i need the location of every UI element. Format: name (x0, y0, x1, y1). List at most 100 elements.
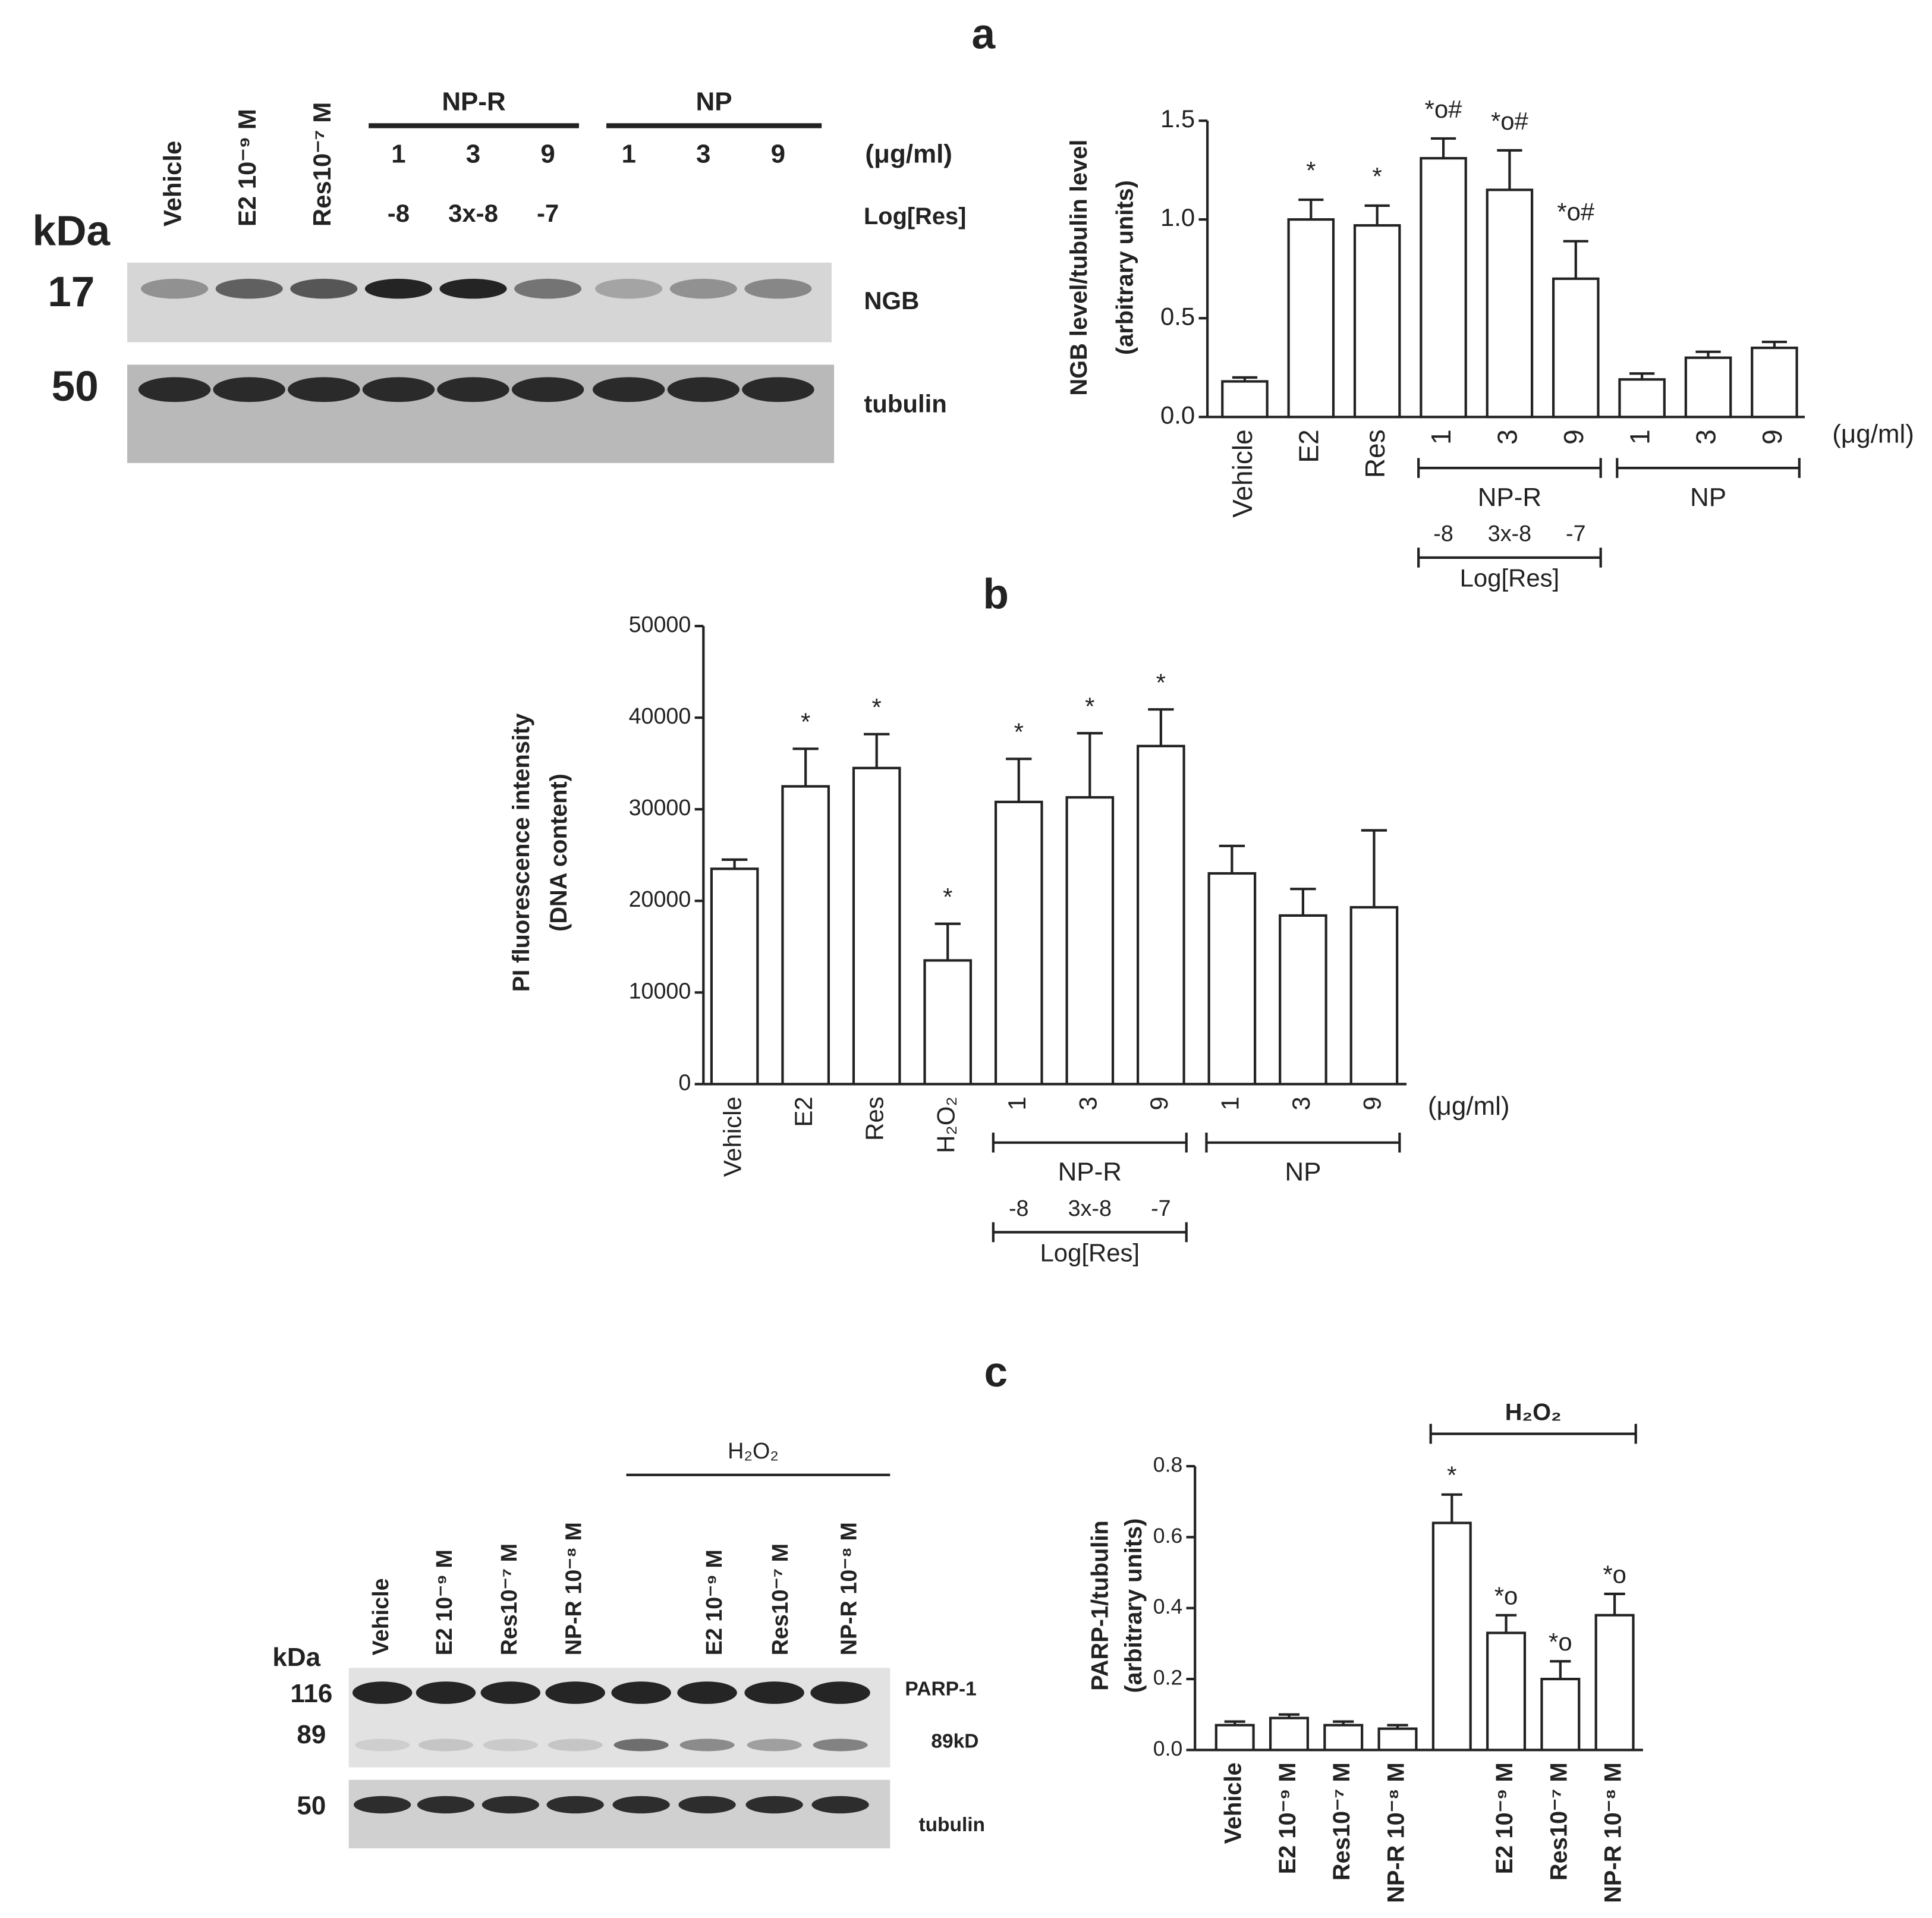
band (742, 377, 814, 403)
y-tick-label: 10000 (629, 978, 691, 1003)
log-title: Log[Res] (1460, 564, 1560, 592)
x-tick-label: 3 (1492, 429, 1523, 445)
y-tick-label: 0.4 (1153, 1595, 1182, 1618)
band (669, 278, 737, 299)
x-tick-label: Vehicle (1227, 429, 1258, 517)
bar (994, 800, 1043, 1086)
bracket (1616, 458, 1801, 478)
band-label: NGB (864, 287, 919, 315)
x-tick-label: 3 (1287, 1096, 1315, 1110)
bracket (1429, 1423, 1637, 1444)
blot-ngb (127, 262, 832, 342)
y-axis-label: (arbitrary units) (1112, 180, 1138, 355)
bracket (1417, 458, 1602, 478)
error-bar (1006, 757, 1032, 802)
band (418, 1738, 473, 1752)
lane-label: NP-R 10⁻⁸ M (561, 1522, 586, 1655)
error-bar (1604, 1592, 1625, 1615)
kda-label: kDa (272, 1643, 320, 1672)
significance-marker: * (872, 693, 882, 721)
band (364, 278, 432, 299)
bar (1353, 224, 1401, 419)
mw-label: 89 (297, 1720, 326, 1749)
band (288, 377, 360, 403)
band (480, 1681, 541, 1704)
x-tick-label: 1 (1624, 429, 1655, 445)
error-bar (1219, 844, 1245, 874)
bar (1420, 157, 1467, 419)
x-tick-label: Vehicle (719, 1096, 747, 1177)
band (592, 377, 665, 403)
x-tick-label: 9 (1358, 1096, 1386, 1110)
error-bar (1298, 198, 1324, 220)
bracket (992, 1222, 1188, 1243)
band (439, 278, 507, 299)
log-label: -8 (1009, 1196, 1029, 1221)
bar (1540, 1677, 1581, 1752)
bar (1486, 188, 1534, 419)
bar (1618, 378, 1666, 419)
band (612, 1796, 670, 1814)
band (811, 1796, 869, 1814)
x-tick-label: E2 (789, 1096, 817, 1127)
band (747, 1738, 802, 1752)
log-label: -7 (537, 199, 559, 227)
bar (1137, 744, 1185, 1086)
unit-label: (μg/ml) (1832, 419, 1914, 448)
bar (1684, 356, 1732, 419)
band (744, 1681, 804, 1704)
band (813, 1738, 868, 1752)
group-label: NP-R (1478, 483, 1541, 512)
error-bar (792, 747, 819, 787)
bar (1751, 346, 1798, 419)
x-tick-label: 1 (1216, 1096, 1244, 1110)
band (138, 377, 211, 403)
log-title: Log[Res] (1040, 1238, 1140, 1266)
group-label: NP (1285, 1158, 1321, 1187)
x-tick-label: NP-R 10⁻⁸ M (1383, 1762, 1409, 1903)
error-bar (1550, 1660, 1571, 1680)
mw-label: 116 (290, 1679, 332, 1708)
band (545, 1681, 605, 1704)
error-bar (934, 922, 961, 961)
log-label: -7 (1566, 521, 1586, 546)
dose-label: 1 (621, 139, 635, 168)
lane-label: Vehicle (159, 141, 187, 227)
bracket (992, 1133, 1188, 1153)
lane-label: E2 10⁻⁹ M (432, 1549, 457, 1655)
lane-label: E2 10⁻⁹ M (233, 109, 261, 227)
band (745, 1796, 803, 1814)
band (141, 278, 209, 299)
y-tick-label: 0.2 (1153, 1665, 1182, 1689)
lane-label: E2 10⁻⁹ M (701, 1549, 726, 1655)
significance-marker: *o# (1425, 95, 1463, 123)
log-label: 3x-8 (448, 199, 498, 227)
band-label: tubulin (918, 1814, 985, 1836)
band-label: PARP-1 (905, 1678, 976, 1700)
significance-marker: * (801, 708, 810, 736)
significance-marker: * (1156, 668, 1166, 696)
significance-marker: *o (1603, 1561, 1626, 1589)
band (677, 1681, 737, 1704)
y-tick-label: 0.6 (1153, 1524, 1182, 1548)
x-tick-label: E2 (1293, 429, 1324, 463)
band (595, 278, 663, 299)
band (417, 1796, 475, 1814)
mw-label: 50 (297, 1791, 326, 1820)
unit-label: (μg/ml) (865, 139, 952, 168)
unit-label: (μg/ml) (1428, 1092, 1510, 1121)
group-label: H₂O₂ (1505, 1400, 1562, 1426)
y-axis-label: (arbitrary units) (1121, 1518, 1147, 1693)
y-axis-label: PARP-1/tubulin (1087, 1520, 1113, 1690)
bracket (1417, 548, 1602, 568)
x-tick-label: E2 10⁻⁹ M (1275, 1762, 1301, 1874)
band (679, 1738, 735, 1752)
error-bar (1563, 240, 1588, 279)
y-tick-label: 1.5 (1160, 105, 1195, 133)
error-bar (1148, 708, 1174, 746)
band (355, 1738, 410, 1752)
error-bar (1077, 732, 1103, 798)
bar (1221, 380, 1269, 419)
band (667, 377, 740, 403)
